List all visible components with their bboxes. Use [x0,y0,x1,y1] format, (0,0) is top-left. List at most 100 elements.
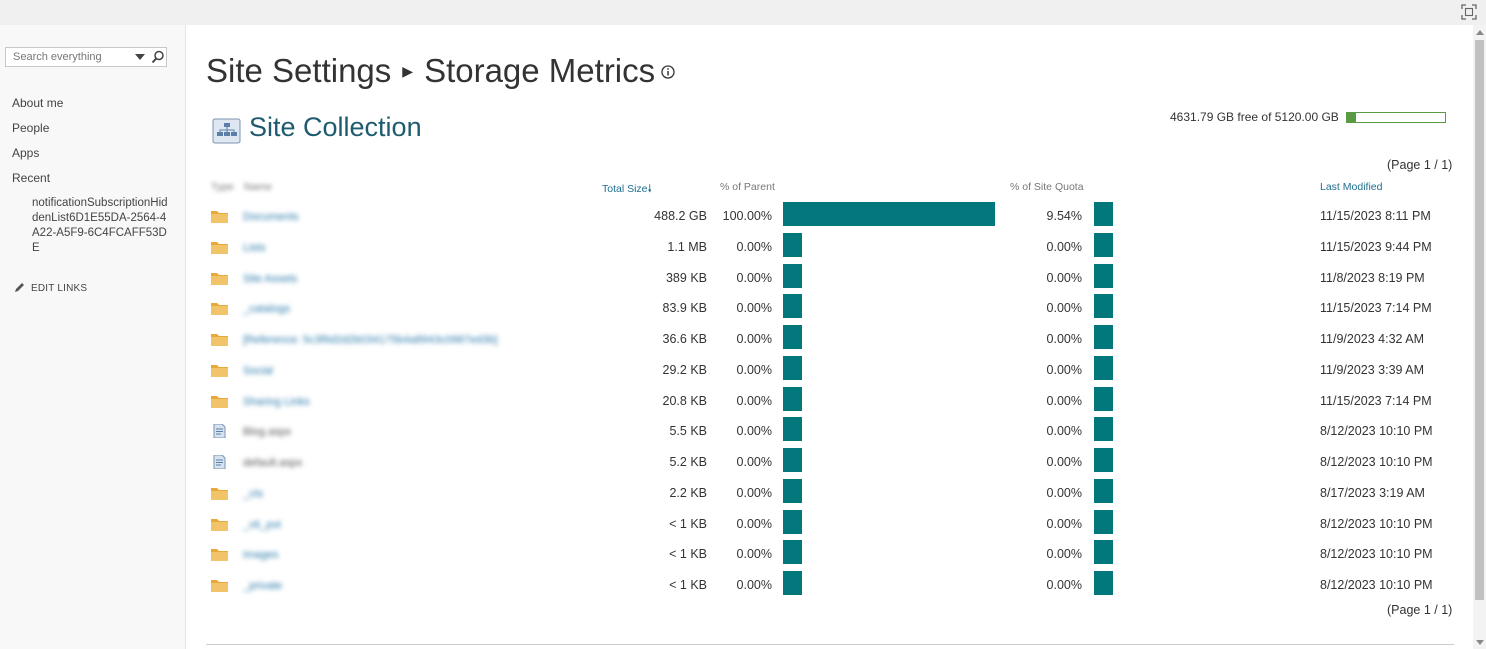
row-pct-parent: 0.00% [736,424,772,439]
row-pct-quota-bar [1094,540,1113,565]
folder-icon [211,271,228,285]
row-total-size: < 1 KB [669,547,707,562]
main-content: Site Settings ▶ Storage Metrics Site Colle… [187,25,1473,649]
table-row: Site Assets 389 KB 0.00% 0.00% 11/8/2023 8:1… [187,263,1473,294]
row-total-size: 29.2 KB [662,362,707,377]
row-pct-parent-bar [783,325,802,349]
table-row: default.aspx 5.2 KB 0.00% 0.00% 8/12/2023 10… [187,448,1473,478]
row-pct-quota: 0.00% [1046,239,1082,254]
row-last-modified: 11/15/2023 7:14 PM [1320,301,1432,316]
row-pct-quota: 0.00% [1046,362,1082,377]
table-row: Blog.aspx 5.5 KB 0.00% 0.00% 8/12/2023 10:10… [187,417,1473,447]
table-row: Social 29.2 KB 0.00% 0.00% 11/9/2023 3:39 AM [187,355,1473,386]
row-pct-quota-bar [1094,509,1113,534]
row-pct-quota-bar [1094,478,1113,503]
header-total-size-label: Total Size [602,183,648,195]
nav-item-recent[interactable]: Recent [12,171,51,185]
quota-progress-fill [1347,113,1357,122]
row-pct-parent-bar [783,294,802,319]
row-name-link[interactable]: Blog.aspx [243,426,292,439]
folder-icon [211,547,228,562]
page-title: Site Settings ▶ Storage Metrics [206,52,675,90]
row-name-link[interactable]: _cts [243,487,264,500]
nav-item-about-me[interactable]: About me [12,96,64,110]
row-pct-parent: 0.00% [736,578,772,592]
row-name-link[interactable]: _catalogs [243,303,291,316]
nav-recent-item[interactable]: notificationSubscriptionHiddenList6D1E55… [32,197,168,254]
row-pct-parent-bar [783,386,802,411]
row-total-size: 1.1 MB [667,239,707,254]
row-pct-quota: 0.00% [1046,578,1082,592]
nav-item-people[interactable]: People [12,121,50,135]
row-pct-quota-bar [1094,571,1113,595]
row-name-link[interactable]: Lists [243,241,266,254]
row-total-size: < 1 KB [669,578,707,592]
row-pct-quota-bar [1094,355,1113,380]
row-name-link[interactable]: Social [243,364,273,377]
row-pct-quota: 0.00% [1046,270,1082,285]
edit-links-button[interactable]: EDIT LINKS [14,282,87,294]
quota-text: 4631.79 GB free of 5120.00 GB [1170,110,1339,124]
row-name-link[interactable]: default.aspx [243,457,303,469]
scroll-thumb[interactable] [1475,40,1484,600]
row-name-link[interactable]: Site Assets [243,272,298,285]
header-total-size[interactable]: Total Size🠗 [602,181,652,199]
row-total-size: < 1 KB [669,516,707,531]
scroll-up-icon[interactable] [1476,30,1484,35]
folder-icon [211,301,228,316]
nav-item-apps[interactable]: Apps [12,146,40,160]
row-pct-parent: 0.00% [736,362,772,377]
row-pct-parent-bar [783,232,802,257]
row-name-link[interactable]: _private [243,580,283,592]
row-pct-parent: 0.00% [736,485,772,500]
quota-progress-bar [1346,112,1446,123]
table-row: Lists 1.1 MB 0.00% 0.00% 11/15/2023 9:44 PM [187,232,1473,263]
row-total-size: 36.6 KB [662,332,707,346]
row-name-link[interactable]: Sharing Links [243,395,310,408]
file-icon [211,454,228,470]
header-pct-parent: % of Parent [720,181,775,193]
info-icon[interactable] [661,65,675,79]
row-last-modified: 8/12/2023 10:10 PM [1320,424,1433,439]
row-name-link[interactable]: [Reference: 5c3f6d2d2b034175b4a8943c0987… [243,334,498,346]
row-total-size: 389 KB [665,270,707,285]
row-pct-parent-bar [783,202,995,226]
row-name-link[interactable]: Documents [243,211,299,223]
header-name[interactable]: Name [244,181,273,193]
row-last-modified: 11/9/2023 3:39 AM [1320,362,1425,377]
row-total-size: 83.9 KB [662,301,707,316]
row-pct-parent: 0.00% [736,393,772,408]
table-row: Documents 488.2 GB 100.00% 9.54% 11/15/2023 … [187,202,1473,232]
row-total-size: 20.8 KB [662,393,707,408]
browser-top-bar [0,0,1486,25]
table-row: _cts 2.2 KB 0.00% 0.00% 8/17/2023 3:19 AM [187,478,1473,509]
search-input[interactable] [6,48,129,66]
row-pct-quota-bar [1094,294,1113,319]
scroll-down-icon[interactable] [1476,640,1484,645]
folder-icon [211,486,228,500]
row-pct-parent-bar [783,540,802,565]
row-pct-quota: 0.00% [1046,393,1082,408]
row-pct-parent-bar [783,448,802,472]
row-name-link[interactable]: images [243,549,279,562]
search-box[interactable] [5,47,167,67]
row-last-modified: 8/12/2023 10:10 PM [1320,455,1433,469]
row-name-link[interactable]: _vti_pvt [243,518,281,531]
focus-mode-icon[interactable] [1460,3,1478,21]
row-pct-quota-bar [1094,232,1113,257]
site-collection-icon [212,118,241,144]
vertical-scrollbar[interactable] [1473,25,1486,649]
row-total-size: 5.2 KB [669,455,707,469]
header-last-modified[interactable]: Last Modified [1320,181,1383,193]
row-pct-parent-bar [783,478,802,503]
search-icon[interactable] [151,50,165,64]
row-total-size: 5.5 KB [669,424,707,439]
row-total-size: 488.2 GB [654,209,707,223]
breadcrumb-site-settings[interactable]: Site Settings [206,52,392,89]
row-pct-parent: 0.00% [736,547,772,562]
row-pct-parent-bar [783,571,802,595]
row-pct-parent: 0.00% [736,516,772,531]
row-pct-parent-bar [783,509,802,534]
chevron-down-icon[interactable] [134,51,146,63]
row-pct-quota: 0.00% [1046,332,1082,346]
